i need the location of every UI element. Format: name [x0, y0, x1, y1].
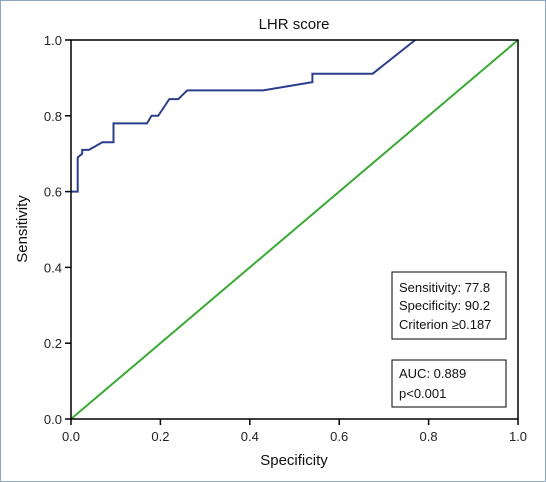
reference-diagonal-line	[70, 39, 519, 420]
criterion-sensitivity-text: Sensitivity: 77.8	[399, 280, 490, 295]
y-tick-label: 0.8	[44, 109, 62, 124]
auc-box-border	[391, 359, 507, 408]
x-tick-label: 0.8	[420, 429, 438, 444]
y-tick-label: 0.2	[44, 336, 62, 351]
x-tick-label: 0.4	[241, 429, 259, 444]
criterion-box: Sensitivity: 77.8 Specificity: 90.2 Crit…	[391, 271, 507, 340]
y-tick-label: 1.0	[44, 33, 62, 48]
x-tick-label: 1.0	[509, 429, 527, 444]
p-value-text: p<0.001	[399, 386, 446, 401]
y-tick-label: 0.4	[44, 260, 62, 275]
criterion-box-border	[391, 271, 507, 340]
criterion-cutoff-text: Criterion ≥0.187	[399, 317, 491, 332]
x-axis-title: Specificity	[260, 452, 328, 469]
plot-area-border	[70, 39, 519, 420]
x-tick-label: 0.6	[330, 429, 348, 444]
auc-value-text: AUC: 0.889	[399, 366, 466, 381]
x-tick-label: 0.0	[62, 429, 80, 444]
y-axis-title: Sensitivity	[14, 195, 31, 263]
y-tick-label: 0.6	[44, 185, 62, 200]
criterion-specificity-text: Specificity: 90.2	[399, 298, 490, 313]
x-tick-label: 0.2	[151, 429, 169, 444]
chart-title: LHR score	[259, 16, 330, 33]
auc-box: AUC: 0.889 p<0.001	[391, 359, 507, 408]
axes-layer: 0.0 0.2 0.4 0.6 0.8 1.0 0.0 0.2 0.4 0.6 0.8 1.0	[44, 33, 527, 444]
y-tick-label: 0.0	[44, 412, 62, 427]
curves-layer	[70, 39, 519, 420]
roc-curve-line	[71, 39, 416, 193]
